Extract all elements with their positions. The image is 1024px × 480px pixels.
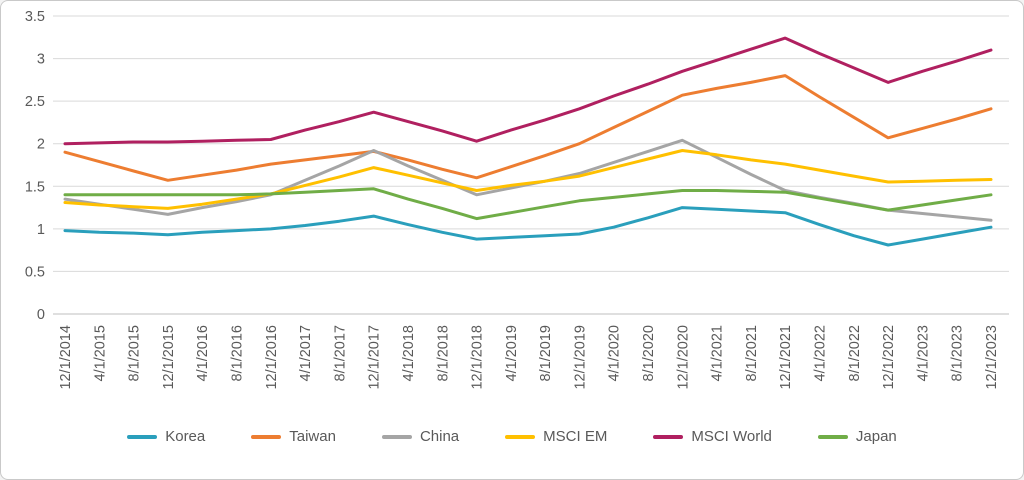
x-axis-tick-label: 8/1/2017 [332, 325, 348, 381]
x-axis-tick-label: 8/1/2015 [127, 325, 143, 381]
x-axis-tick-label: 12/1/2021 [778, 325, 794, 390]
x-axis-tick-label: 12/1/2017 [367, 325, 383, 390]
x-axis-tick-label: 4/1/2019 [504, 325, 520, 381]
x-axis-tick-label: 12/1/2022 [881, 325, 897, 390]
x-axis-tick-label: 8/1/2020 [641, 325, 657, 381]
legend-item-japan: Japan [817, 428, 897, 445]
y-axis-tick-label: 0.5 [25, 264, 45, 280]
legend-label: China [419, 428, 460, 445]
series-line-msci-world [63, 36, 993, 146]
series-line-japan [63, 187, 993, 221]
y-axis-tick-label: 1.5 [25, 179, 45, 195]
x-axis-tick-label: 12/1/2019 [572, 325, 588, 390]
line-chart: 0 0.5 1 1.5 2 2.5 3 3.5 12/1/2014 4/1/2015 8/1/201… [25, 9, 1009, 390]
legend-item-china: China [381, 428, 460, 445]
legend-item-msci-world: MSCI World [653, 428, 772, 445]
y-axis-tick-label: 2.5 [25, 94, 45, 110]
x-axis-tick-label: 4/1/2018 [401, 325, 417, 381]
x-axis-tick-label: 8/1/2018 [435, 325, 451, 381]
x-axis-tick-label: 4/1/2015 [92, 325, 108, 381]
legend-line-marker [817, 434, 848, 439]
x-axis-tick-label: 8/1/2019 [538, 325, 554, 381]
x-axis-tick-label: 4/1/2022 [813, 325, 829, 381]
legend-item-taiwan: Taiwan [251, 428, 336, 445]
x-axis-tick-label: 8/1/2021 [744, 325, 760, 381]
x-axis-tick-label: 8/1/2023 [950, 325, 966, 381]
x-axis-tick-label: 12/1/2015 [161, 325, 177, 390]
y-axis-tick-label: 3 [37, 52, 45, 68]
y-axis-tick-label: 1 [37, 222, 45, 238]
legend-label: Japan [855, 428, 897, 445]
series-line-msci-em [63, 149, 993, 210]
x-axis-tick-label: 12/1/2020 [675, 325, 691, 390]
x-axis-tick-label: 8/1/2022 [847, 325, 863, 381]
legend-label: Taiwan [289, 428, 336, 445]
x-axis-tick-label: 4/1/2017 [298, 325, 314, 381]
legend-line-marker [505, 434, 536, 439]
chart-legend: Korea Taiwan China MSCI EM MSCI World Japan [1, 428, 1023, 445]
legend-label: MSCI World [691, 428, 772, 445]
x-axis-tick-label: 4/1/2023 [915, 325, 931, 381]
legend-label: MSCI EM [543, 428, 608, 445]
x-axis-tick-label: 12/1/2016 [264, 325, 280, 390]
x-axis-tick-label: 12/1/2018 [470, 325, 486, 390]
x-axis-tick-label: 12/1/2014 [58, 325, 74, 390]
legend-line-marker [653, 434, 684, 439]
legend-line-marker [381, 434, 412, 439]
series-line-korea [63, 206, 993, 247]
y-axis-tick-label: 2 [37, 137, 45, 153]
legend-item-msci-em: MSCI EM [505, 428, 607, 445]
x-axis-tick-label: 8/1/2016 [230, 325, 246, 381]
y-axis-tick-label: 3.5 [25, 9, 45, 25]
y-axis-tick-label: 0 [37, 307, 45, 323]
legend-item-korea: Korea [127, 428, 205, 445]
series-line-taiwan [63, 74, 993, 182]
x-axis-tick-label: 4/1/2021 [710, 325, 726, 381]
legend-line-marker [251, 434, 282, 439]
legend-line-marker [127, 434, 158, 439]
x-axis-tick-label: 12/1/2023 [984, 325, 1000, 390]
legend-label: Korea [165, 428, 206, 445]
x-axis-tick-label: 4/1/2020 [607, 325, 623, 381]
x-axis-tick-label: 4/1/2016 [195, 325, 211, 381]
